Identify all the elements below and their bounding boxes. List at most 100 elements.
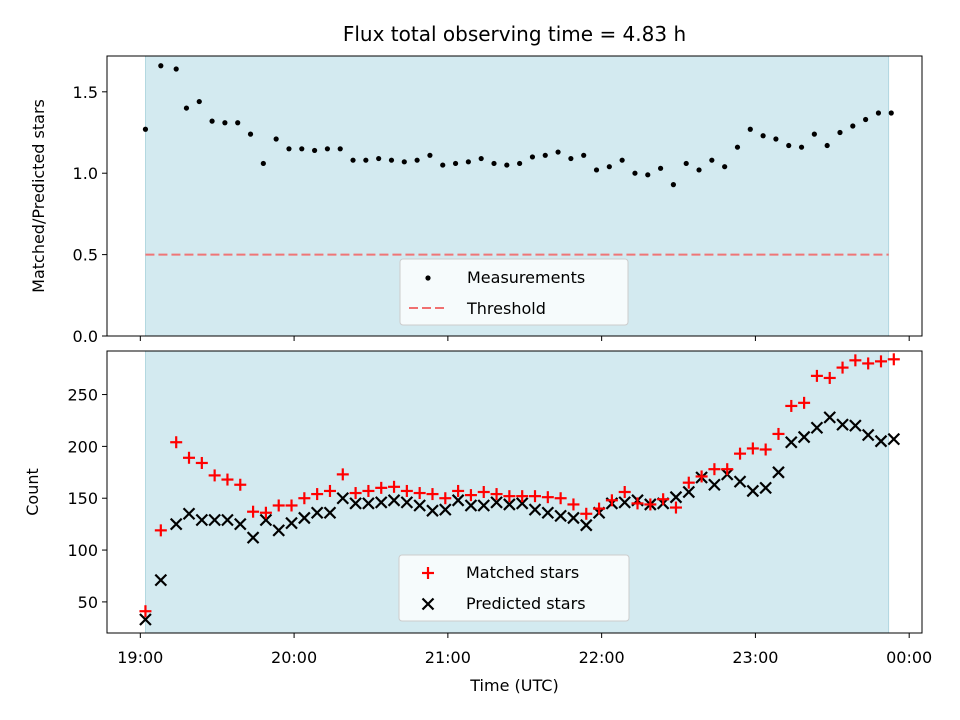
predicted-stars-point (567, 511, 580, 525)
matched-stars-point (682, 476, 695, 489)
predicted-stars-point (221, 513, 234, 527)
matched-stars-point (618, 486, 631, 498)
ratio-y-tick-label: 1.5 (73, 83, 98, 102)
measurement-point (555, 149, 561, 155)
time-x-tick-label: 21:00 (425, 648, 471, 667)
matched-stars-point (139, 605, 152, 618)
matched-stars-point (516, 490, 529, 503)
predicted-stars-point (772, 466, 785, 479)
measurement-point (683, 160, 689, 167)
predicted-stars-point (233, 517, 247, 531)
measurement-point (568, 155, 574, 162)
measurement-point (517, 160, 523, 167)
predicted-stars-point (139, 613, 152, 626)
matched-stars-point (208, 469, 221, 482)
measurement-point (798, 144, 805, 150)
measurement-point (440, 162, 446, 168)
matched-stars-point (413, 487, 426, 500)
measurement-point (863, 116, 869, 123)
measurement-point (286, 146, 292, 152)
measurement-point (542, 152, 548, 158)
count-legend: Matched stars Predicted stars (398, 554, 630, 622)
predicted-stars-point (849, 419, 862, 432)
predicted-stars-point (708, 478, 721, 492)
measurement-point (709, 157, 715, 163)
matched-stars-point (734, 447, 747, 460)
predicted-stars-point (439, 503, 452, 516)
predicted-stars-point (515, 497, 529, 510)
matched-stars-point (311, 488, 324, 501)
count-y-tick-label: 100 (67, 541, 98, 560)
matched-stars-point (272, 499, 285, 512)
measurement-point (581, 152, 587, 158)
predicted-stars-point (323, 506, 337, 520)
matched-stars-point (247, 505, 260, 518)
matched-stars-point (541, 491, 554, 504)
measurement-point (247, 131, 254, 137)
matched-stars-point (490, 488, 503, 501)
predicted-stars-point (797, 430, 811, 444)
matched-stars-point (887, 353, 900, 366)
matched-stars-point (362, 484, 375, 497)
predicted-stars-point (823, 411, 837, 424)
predicted-stars-point (400, 496, 414, 509)
measurement-point (173, 66, 179, 72)
measurement-point (875, 110, 882, 116)
measurements-legend-label: Measurements (467, 268, 585, 287)
matched-stars-point (580, 507, 593, 520)
matched-stars-point (631, 497, 644, 510)
predicted-stars-point (669, 490, 683, 504)
predicted-stars-point (579, 518, 593, 532)
matched-stars-point (452, 484, 465, 497)
predicted-stars-point (413, 499, 426, 512)
measurement-point (657, 165, 664, 171)
matched-stars-point (170, 436, 183, 449)
predicted-stars-point (759, 481, 772, 495)
matched-stars-point (605, 494, 618, 507)
measurement-point (363, 157, 369, 163)
measurement-point (222, 120, 228, 126)
predicted-stars-point (490, 496, 503, 509)
matched-stars-point (388, 480, 401, 493)
measurement-point (593, 167, 600, 173)
predicted-stars-point (451, 494, 465, 507)
count-y-axis-label: Count (23, 468, 42, 516)
matched-stars-point (874, 355, 887, 368)
measurement-point (888, 110, 894, 116)
measurement-point (158, 63, 164, 69)
measurement-point (273, 136, 279, 142)
ratio-y-tick-label: 1.0 (73, 164, 98, 183)
matched-stars-point (836, 361, 849, 374)
measurement-point (670, 182, 676, 188)
time-x-tick-label: 23:00 (732, 648, 778, 667)
matched-stars-point (669, 501, 682, 514)
predicted-stars-point (259, 513, 273, 527)
matched-stars-legend-label: Matched stars (466, 563, 579, 582)
measurement-point (837, 129, 843, 136)
matched-stars-point (823, 371, 836, 384)
measurement-point (734, 144, 741, 150)
predicted-stars-legend-marker (421, 597, 435, 611)
predicted-stars-point (554, 509, 567, 523)
measurement-point (491, 160, 497, 167)
matched-stars-point (746, 442, 759, 455)
predicted-stars-point (836, 418, 849, 431)
ratio-y-tick-label: 0.0 (73, 327, 98, 346)
predicted-stars-point (861, 428, 875, 442)
ratio-x-ticks (139, 336, 910, 341)
matched-stars-point (644, 498, 657, 511)
predicted-stars-point (874, 434, 888, 448)
ratio-y-axis-label: Matched/Predicted stars (29, 99, 48, 293)
x-axis-label: Time (UTC) (469, 676, 558, 695)
measurement-point (388, 157, 395, 163)
measurement-point (427, 152, 433, 158)
count-y-axis: 50 100 150 200 250 (67, 386, 107, 612)
predicted-stars-point (195, 513, 209, 527)
count-panel: 50 100 150 200 250 19:00 20:00 21:00 22:00 23:00… (23, 350, 932, 695)
matched-stars-point (772, 427, 785, 440)
count-legend-box (398, 554, 630, 622)
predicted-stars-point (208, 513, 221, 527)
matched-stars-point (426, 488, 439, 501)
predicted-stars-point (887, 432, 901, 446)
matched-stars-point (810, 369, 823, 382)
